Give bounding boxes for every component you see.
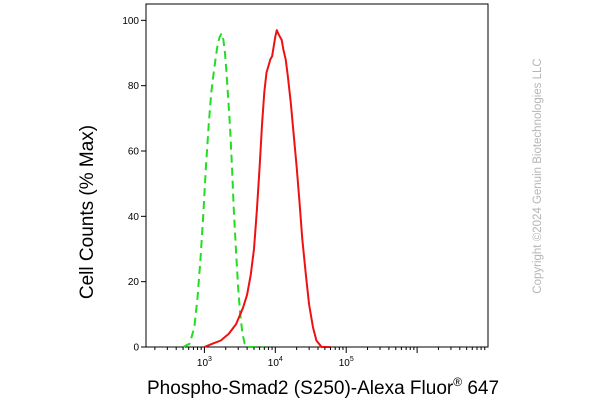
- y-axis-title: Cell Counts (% Max): [77, 125, 98, 299]
- histogram-curves: [182, 29, 331, 348]
- y-tick-label: 80: [128, 81, 140, 92]
- y-tick-label: 20: [128, 277, 140, 288]
- x-tick-label: 105: [339, 356, 354, 369]
- copyright-watermark: Copyright ©2024 Genuin Biotechnologies L…: [532, 58, 544, 293]
- plot-frame: [145, 3, 489, 348]
- y-axis-ticks: 0 20 40 60 80 100: [122, 16, 146, 354]
- sample-histogram-curve: [204, 29, 331, 348]
- control-histogram-curve: [182, 32, 265, 348]
- y-tick-label: 60: [128, 147, 140, 158]
- x-axis-title: Phospho-Smad2 (S250)-Alexa Fluor® 647: [147, 375, 499, 399]
- x-axis-ticks: 103 104 105: [154, 347, 486, 369]
- x-axis-title-suffix: 647: [462, 378, 499, 399]
- x-tick-label: 103: [197, 356, 212, 369]
- x-axis-title-superscript: ®: [453, 375, 462, 389]
- y-tick-label: 40: [128, 212, 140, 223]
- y-tick-label: 100: [122, 16, 139, 27]
- y-tick-label: 0: [133, 343, 139, 354]
- plot-area-border: [145, 3, 489, 348]
- x-axis-title-main: Phospho-Smad2 (S250)-Alexa Fluor: [147, 378, 454, 399]
- x-tick-label: 104: [268, 356, 283, 369]
